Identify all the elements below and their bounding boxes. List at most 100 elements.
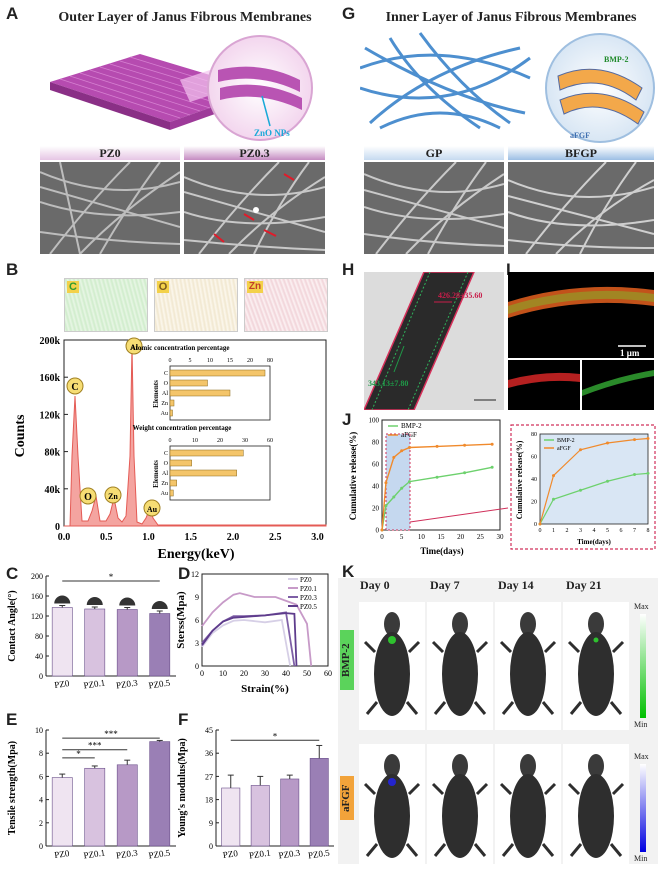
mouse-image [427, 744, 493, 872]
mouse-image [495, 602, 561, 730]
sig-mark: * [273, 731, 278, 741]
y-tick-label: 0 [534, 522, 537, 528]
bar-PZ0.5 [149, 741, 171, 847]
b-ylabel: Counts [13, 414, 28, 457]
inset-element-label: Au [161, 491, 168, 497]
mouse-limb [543, 782, 557, 796]
panel-label-f: F [178, 710, 189, 729]
x-tick-label: 5 [400, 533, 404, 541]
d-frame [201, 573, 329, 667]
mouse-limb [569, 843, 583, 857]
mouse-head [588, 612, 604, 636]
x-tick-label: 2 [566, 528, 569, 534]
inset-tick: 80 [267, 358, 273, 364]
ji-ylabel: Cumulative release(%) [515, 440, 524, 519]
mouse-limb [475, 640, 489, 654]
mouse-limb [405, 843, 419, 857]
sem-image-pz03 [184, 162, 325, 254]
mouse-body [442, 632, 478, 716]
in-vivo-imaging: Day 0 Day 7 Day 14 Day 21 BMP-2 aFGF Max… [338, 578, 658, 872]
bar-category-label: PZ0.5 [307, 847, 330, 860]
scale-min-2: Min [634, 854, 648, 863]
mouse-image [563, 744, 629, 872]
data-point [463, 443, 467, 447]
tem-fiber-image: 426.28±35.60 343.13±7.80 [364, 272, 504, 410]
sig-mark: *** [88, 741, 102, 751]
bar-PZ0 [51, 607, 73, 677]
fluorescence-image-red [508, 360, 580, 410]
data-point [400, 449, 404, 453]
day-label-0: Day 0 [360, 578, 390, 592]
colorbar-blue [640, 764, 646, 852]
bar-PZ0.1 [84, 608, 106, 677]
panel-label-k: K [342, 562, 355, 581]
data-point [490, 442, 494, 446]
eds-inset-weight: Weight concentration percentage 0 10 20 30 6… [133, 424, 273, 501]
y-tick-label: 80 [531, 432, 537, 438]
b-ytick: 40k [44, 485, 60, 496]
b-xtick: 2.0 [227, 532, 240, 543]
legend-label: aFGF [401, 431, 417, 439]
inset-bar [169, 399, 175, 407]
bar-PZ0.1 [84, 767, 106, 847]
scale-max-1: Max [634, 602, 649, 611]
sem-label-bfgp: BFGP [508, 146, 654, 160]
b-xtick: 3.0 [311, 532, 324, 543]
inset2-title: Weight concentration percentage [133, 424, 232, 432]
bar-category-label: PZ0.3 [115, 677, 138, 690]
mouse-head [384, 754, 400, 778]
mouse-head [588, 754, 604, 778]
mouse-head [384, 612, 400, 636]
water-droplet-icon [119, 597, 136, 606]
bmp2-callout-text: BMP-2 [604, 55, 628, 64]
eds-map-o: O [154, 278, 238, 332]
bar-ytick: 9 [209, 819, 213, 828]
afgf-callout-text: aFGF [570, 131, 590, 140]
inset-element-label: O [164, 381, 169, 387]
panel-g-title: Inner Layer of Janus Fibrous Membranes [385, 10, 637, 25]
x-tick-label: 6 [620, 528, 623, 534]
d-legend-label: PZ0.1 [300, 585, 317, 593]
x-tick-label: 25 [477, 533, 485, 541]
series-line-BMP-2 [381, 466, 493, 531]
fluorescence-image-merged: 1 μm [508, 272, 654, 358]
scale-min-1: Min [634, 720, 648, 729]
mouse-limb [567, 640, 581, 654]
eds-inset-atomic: Atomic concentration percentage 0 5 10 15 20… [130, 344, 273, 421]
mouse-limb [541, 843, 555, 857]
mouse-limb [407, 782, 421, 796]
inset-element-label: C [164, 451, 168, 457]
inset-element-label: Al [162, 391, 168, 397]
inset-tick: 0 [169, 438, 172, 444]
inset-bar [169, 369, 266, 377]
data-point [384, 504, 388, 508]
y-tick-label: 20 [372, 504, 380, 512]
b-xlabel: Energy(keV) [158, 547, 235, 562]
mouse-body [374, 632, 410, 716]
inset-element-label: C [164, 371, 168, 377]
tensile-strength-chart: 0 2 4 6 8 10 PZ0 PZ0.1 PZ0.3 PZ0.5 Tensile strengt… [7, 726, 176, 860]
sig-mark: * [109, 572, 114, 582]
day-label-14: Day 14 [498, 578, 534, 592]
eds-spectrum-chart: 0 40k 80k 120k 160k 200k 0.0 0.5 1.0 1.5 2.0 2.5 3.… [13, 336, 327, 562]
peak-zn: Zn [108, 492, 118, 501]
inset-tick: 15 [227, 358, 233, 364]
data-point [408, 446, 412, 449]
bar-ytick: 45 [205, 726, 213, 735]
panel-label-h: H [342, 260, 355, 279]
data-point [392, 495, 396, 499]
mouse-limb [433, 701, 447, 715]
sem-label-gp: GP [364, 146, 504, 160]
bar-category-label: PZ0 [222, 848, 239, 860]
mouse-image [427, 602, 493, 730]
bar-ytick: 80 [35, 632, 43, 641]
colorbar-green [640, 614, 646, 718]
data-point [392, 455, 396, 459]
mouse-image [495, 744, 561, 872]
inset-bar [169, 379, 208, 387]
bar-category-label: PZ0.1 [248, 848, 271, 861]
data-point [633, 438, 636, 442]
eds-map-c: C [64, 278, 148, 332]
mouse-limb [363, 782, 377, 796]
